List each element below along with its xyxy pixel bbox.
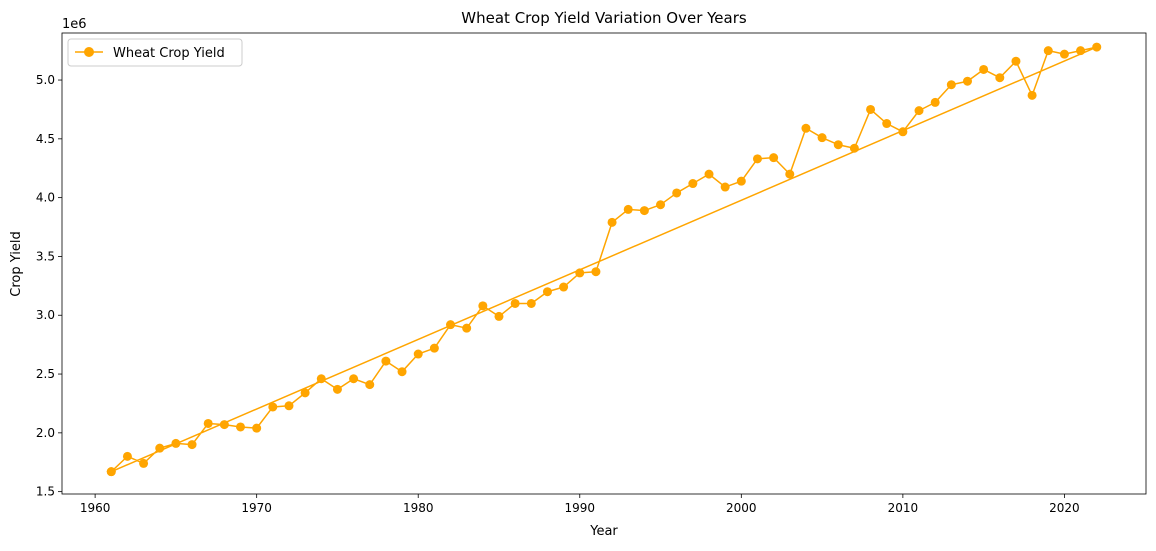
data-point (122, 451, 132, 461)
data-point (171, 438, 181, 448)
data-point (688, 179, 698, 189)
data-point (1011, 56, 1021, 66)
data-point (979, 64, 989, 74)
x-tick-label: 1970 (241, 501, 272, 515)
legend-marker (84, 47, 94, 57)
x-tick-label: 2010 (888, 501, 919, 515)
y-tick-label: 4.0 (36, 191, 55, 205)
data-point (946, 80, 956, 90)
data-point (704, 169, 714, 179)
legend-label: Wheat Crop Yield (113, 46, 225, 61)
legend: Wheat Crop Yield (67, 38, 243, 67)
x-tick-label: 1960 (80, 501, 111, 515)
data-point (1092, 42, 1102, 52)
data-point (656, 200, 666, 210)
data-point (607, 217, 617, 227)
data-point (106, 467, 116, 477)
data-point (817, 133, 827, 143)
data-point (639, 206, 649, 216)
chart-title: Wheat Crop Yield Variation Over Years (461, 9, 747, 27)
plot-area: 1960 1970 1980 1990 2000 2010 2020 1.5 2.0 2.5 3.0… (36, 42, 1102, 515)
data-point (833, 140, 843, 150)
data-point (542, 287, 552, 297)
data-point (672, 188, 682, 198)
data-point (219, 420, 229, 430)
data-point (623, 204, 633, 214)
data-point (462, 323, 472, 333)
data-point (575, 268, 585, 278)
data-point (526, 298, 536, 308)
data-point (268, 402, 278, 412)
data-point (155, 443, 165, 453)
data-point (381, 356, 391, 366)
y-offset-label: 1e6 (62, 17, 87, 32)
y-tick-label: 4.5 (36, 132, 55, 146)
data-point (510, 298, 520, 308)
y-tick-label: 1.5 (36, 485, 55, 499)
data-point (316, 374, 326, 384)
data-point (365, 380, 375, 390)
y-axis-label: Crop Yield (9, 231, 24, 296)
data-point (720, 182, 730, 192)
data-point (898, 127, 908, 137)
data-point (736, 176, 746, 186)
data-point (284, 401, 294, 411)
data-point (769, 153, 779, 163)
series-line (110, 46, 1098, 473)
legend-box (67, 38, 243, 67)
data-point (236, 422, 246, 432)
plot-frame (61, 32, 1147, 495)
data-point (849, 143, 859, 153)
data-point (252, 423, 262, 433)
data-point (139, 458, 149, 468)
data-point (866, 104, 876, 114)
data-point (413, 349, 423, 359)
x-axis-label: Year (589, 524, 618, 539)
data-point (349, 374, 359, 384)
data-point (930, 97, 940, 107)
data-point (446, 320, 456, 330)
data-point (494, 311, 504, 321)
data-point (187, 440, 197, 450)
x-tick-label: 1980 (403, 501, 434, 515)
data-point (397, 367, 407, 377)
x-tick-label: 2020 (1049, 501, 1080, 515)
data-point (962, 76, 972, 86)
y-tick-label: 2.0 (36, 426, 55, 440)
data-point (559, 282, 569, 292)
data-point (203, 418, 213, 428)
data-point (591, 267, 601, 277)
data-point (478, 301, 488, 311)
data-point (1059, 49, 1069, 59)
data-point (300, 388, 310, 398)
data-point (882, 119, 892, 129)
data-point (785, 169, 795, 179)
data-point (801, 123, 811, 133)
x-tick-label: 1990 (564, 501, 595, 515)
x-tick-label: 2000 (726, 501, 757, 515)
data-point (1076, 46, 1086, 56)
data-point (1027, 90, 1037, 100)
y-tick-label: 2.5 (36, 367, 55, 381)
data-point (914, 106, 924, 116)
y-tick-label: 3.5 (36, 249, 55, 263)
y-tick-label: 3.0 (36, 308, 55, 322)
data-point (995, 73, 1005, 83)
y-tick-label: 5.0 (36, 73, 55, 87)
data-point (752, 154, 762, 164)
data-point (332, 384, 342, 394)
data-point (1043, 46, 1053, 56)
data-point (429, 343, 439, 353)
